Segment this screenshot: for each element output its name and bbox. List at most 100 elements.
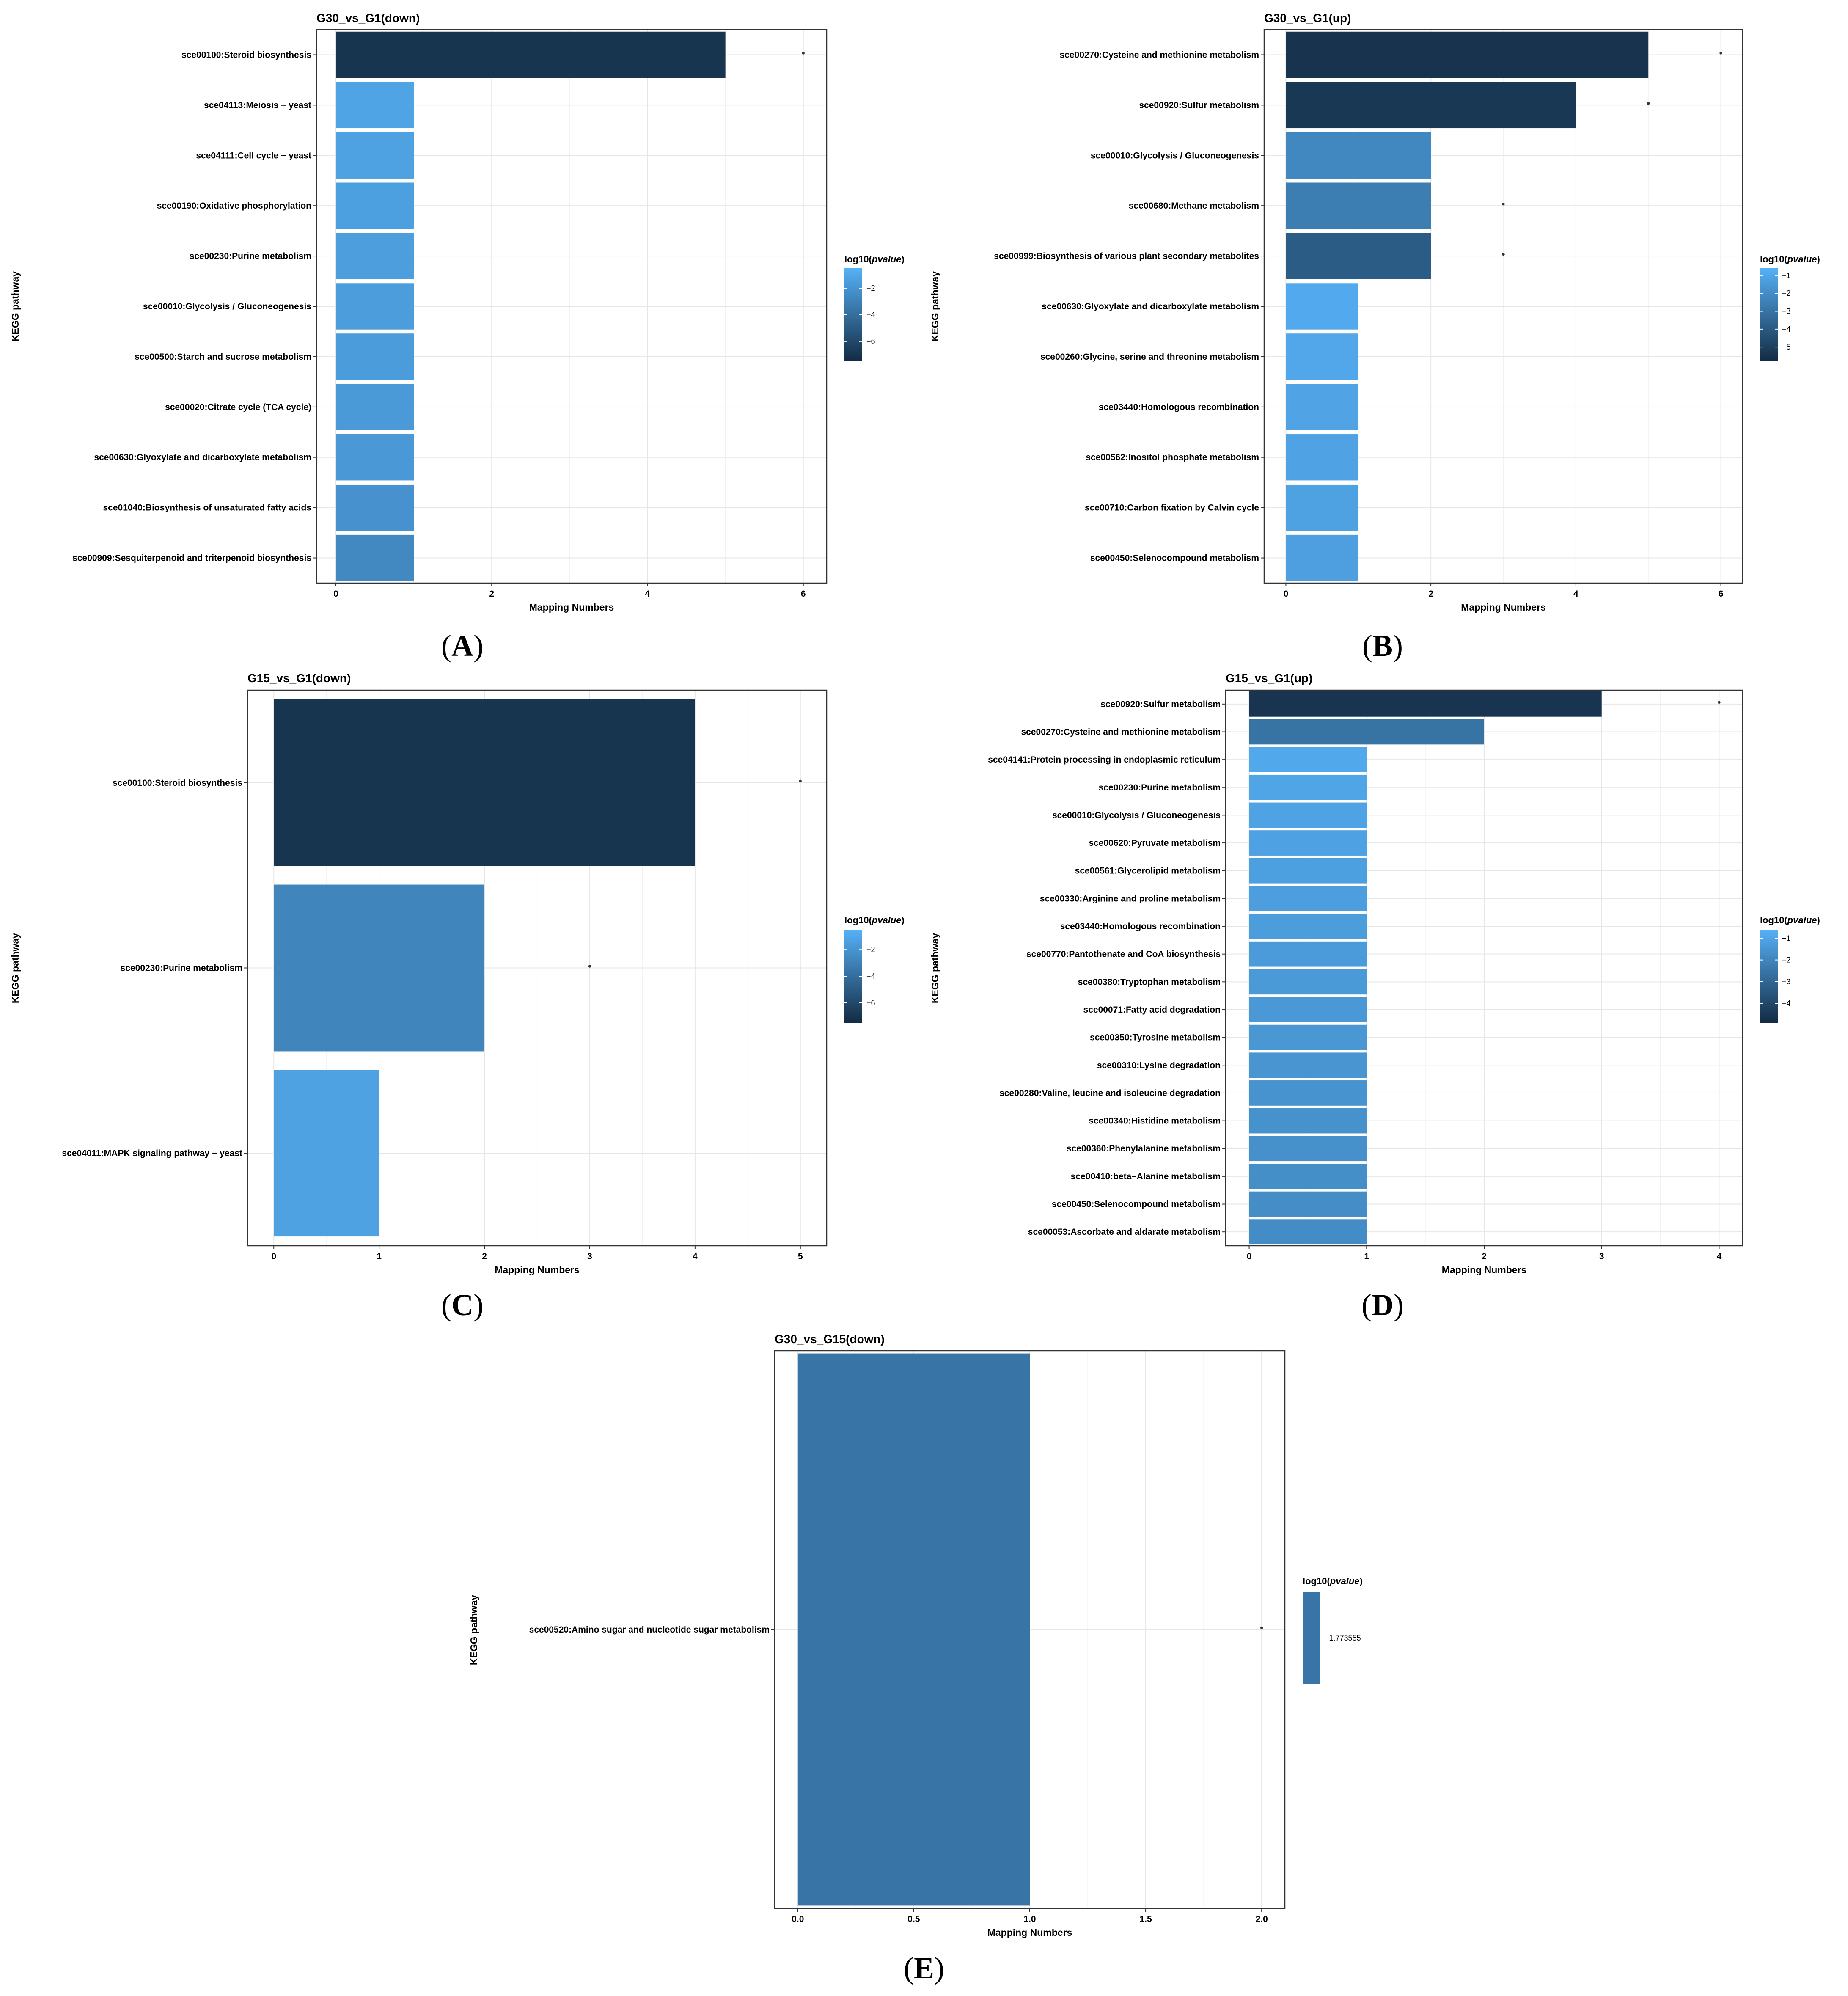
panel-label: (E) — [904, 1951, 944, 1985]
category-label: sce00270:Cysteine and methionine metabol… — [1059, 50, 1259, 60]
x-tick-label: 0 — [333, 589, 338, 599]
bar — [1286, 82, 1576, 129]
panel-label: (C) — [441, 1288, 484, 1322]
bar — [1249, 914, 1367, 939]
chart-panel-g15-vs-g1-down-: sce00100:Steroid biosynthesis sce00230:Pu… — [10, 672, 905, 1275]
bars — [336, 31, 726, 581]
bar — [1249, 1052, 1367, 1078]
category-label: sce00010:Glycolysis / Gluconeogenesis — [1052, 810, 1221, 820]
bar — [1249, 691, 1602, 717]
x-axis-label: Mapping Numbers — [529, 602, 614, 613]
legend-tick-label: −2 — [1782, 289, 1791, 297]
significance-dot — [1502, 202, 1505, 206]
bar — [1249, 941, 1367, 967]
legend-title: log10(pvalue) — [1760, 254, 1820, 264]
color-legend: log10(pvalue) −1.773555 — [1303, 1576, 1363, 1684]
significance-dot — [1502, 253, 1505, 256]
y-axis-label: KEGG pathway — [930, 271, 940, 341]
chart-title: G15_vs_G1(up) — [1226, 672, 1312, 685]
category-label: sce00630:Glyoxylate and dicarboxylate me… — [1042, 302, 1259, 311]
category-label: sce00020:Citrate cycle (TCA cycle) — [165, 402, 311, 412]
category-label: sce00562:Inositol phosphate metabolism — [1086, 453, 1259, 463]
bar — [1286, 31, 1649, 78]
x-tick-label: 6 — [1719, 589, 1724, 599]
bar — [1249, 830, 1367, 856]
category-label: sce00010:Glycolysis / Gluconeogenesis — [143, 302, 311, 311]
category-label: sce00190:Oxidative phosphorylation — [157, 201, 311, 211]
bar — [336, 384, 414, 430]
bar — [1286, 434, 1358, 481]
legend-tick-label: −2 — [866, 945, 875, 954]
bar — [1249, 997, 1367, 1022]
x-tick-label: 3 — [1599, 1252, 1604, 1261]
category-label: sce00230:Purine metabolism — [1099, 783, 1221, 793]
x-tick-label: 4 — [645, 589, 650, 599]
legend-tick-label: −1.773555 — [1325, 1634, 1361, 1642]
color-legend: log10(pvalue) −1 −2 −3 −4 — [1760, 915, 1820, 1023]
legend-tick-label: −4 — [1782, 999, 1791, 1008]
legend-tick-label: −6 — [866, 999, 875, 1007]
legend-tick-label: −3 — [1782, 307, 1791, 316]
bar — [1286, 132, 1431, 179]
x-tick-label: 2 — [489, 589, 494, 599]
y-axis-label: KEGG pathway — [10, 271, 21, 341]
x-tick-label: 0.5 — [908, 1914, 920, 1924]
bar — [1249, 886, 1367, 911]
bar — [274, 884, 485, 1052]
x-tick-label: 1.5 — [1139, 1914, 1152, 1924]
category-label: sce00230:Purine metabolism — [121, 964, 242, 973]
x-tick-label: 4 — [1717, 1252, 1722, 1261]
bar — [1249, 1024, 1367, 1050]
chart-title: G30_vs_G1(up) — [1264, 11, 1351, 25]
category-label: sce00010:Glycolysis / Gluconeogenesis — [1091, 151, 1259, 160]
bar — [336, 31, 726, 78]
bar — [1286, 384, 1358, 430]
bars — [274, 699, 695, 1237]
category-label: sce00561:Glycerolipid metabolism — [1075, 866, 1221, 876]
bar — [1249, 858, 1367, 884]
bar — [336, 434, 414, 481]
category-label: sce03440:Homologous recombination — [1060, 922, 1221, 931]
category-label: sce00340:Histidine metabolism — [1089, 1116, 1221, 1126]
legend-tick-label: −1 — [1782, 934, 1791, 942]
bar — [1249, 1108, 1367, 1134]
x-tick-label: 5 — [798, 1252, 803, 1261]
category-label: sce00500:Starch and sucrose metabolism — [135, 352, 311, 362]
bars — [1286, 31, 1649, 581]
x-axis-label: Mapping Numbers — [1461, 602, 1546, 613]
category-label: sce00450:Selenocompound metabolism — [1090, 553, 1259, 563]
bar — [798, 1353, 1030, 1906]
bars — [1249, 691, 1602, 1245]
category-label: sce00999:Biosynthesis of various plant s… — [994, 251, 1259, 261]
bar — [1249, 969, 1367, 995]
category-label: sce00620:Pyruvate metabolism — [1089, 838, 1221, 848]
legend-tick-label: −2 — [866, 284, 875, 292]
x-tick-label: 1 — [377, 1252, 382, 1261]
bar — [1249, 774, 1367, 800]
category-label: sce01040:Biosynthesis of unsaturated fat… — [103, 503, 311, 513]
x-axis-label: Mapping Numbers — [987, 1927, 1072, 1938]
bars — [798, 1353, 1030, 1906]
bar — [336, 132, 414, 179]
category-label: sce00380:Tryptophan metabolism — [1078, 977, 1221, 987]
legend-tick-label: −4 — [1782, 325, 1791, 333]
chart-title: G30_vs_G15(down) — [775, 1333, 885, 1346]
bar — [1286, 333, 1358, 380]
bar — [1249, 1191, 1367, 1217]
bar — [336, 534, 414, 581]
chart-title: G30_vs_G1(down) — [316, 11, 420, 25]
bar — [1286, 534, 1358, 581]
bar — [1249, 747, 1367, 772]
category-label: sce00920:Sulfur metabolism — [1100, 699, 1221, 709]
category-label: sce00410:beta−Alanine metabolism — [1071, 1172, 1221, 1181]
x-tick-label: 0 — [1247, 1252, 1252, 1261]
panel-label: (D) — [1361, 1288, 1404, 1322]
bar — [274, 699, 695, 866]
chart-panel-g30-vs-g15-down-: sce00520:Amino sugar and nucleotide suga… — [468, 1333, 1363, 1938]
x-tick-label: 0 — [271, 1252, 276, 1261]
bar — [1286, 283, 1358, 330]
plot-border — [1263, 29, 1744, 584]
bar — [1249, 1219, 1367, 1245]
x-tick-label: 3 — [587, 1252, 592, 1261]
